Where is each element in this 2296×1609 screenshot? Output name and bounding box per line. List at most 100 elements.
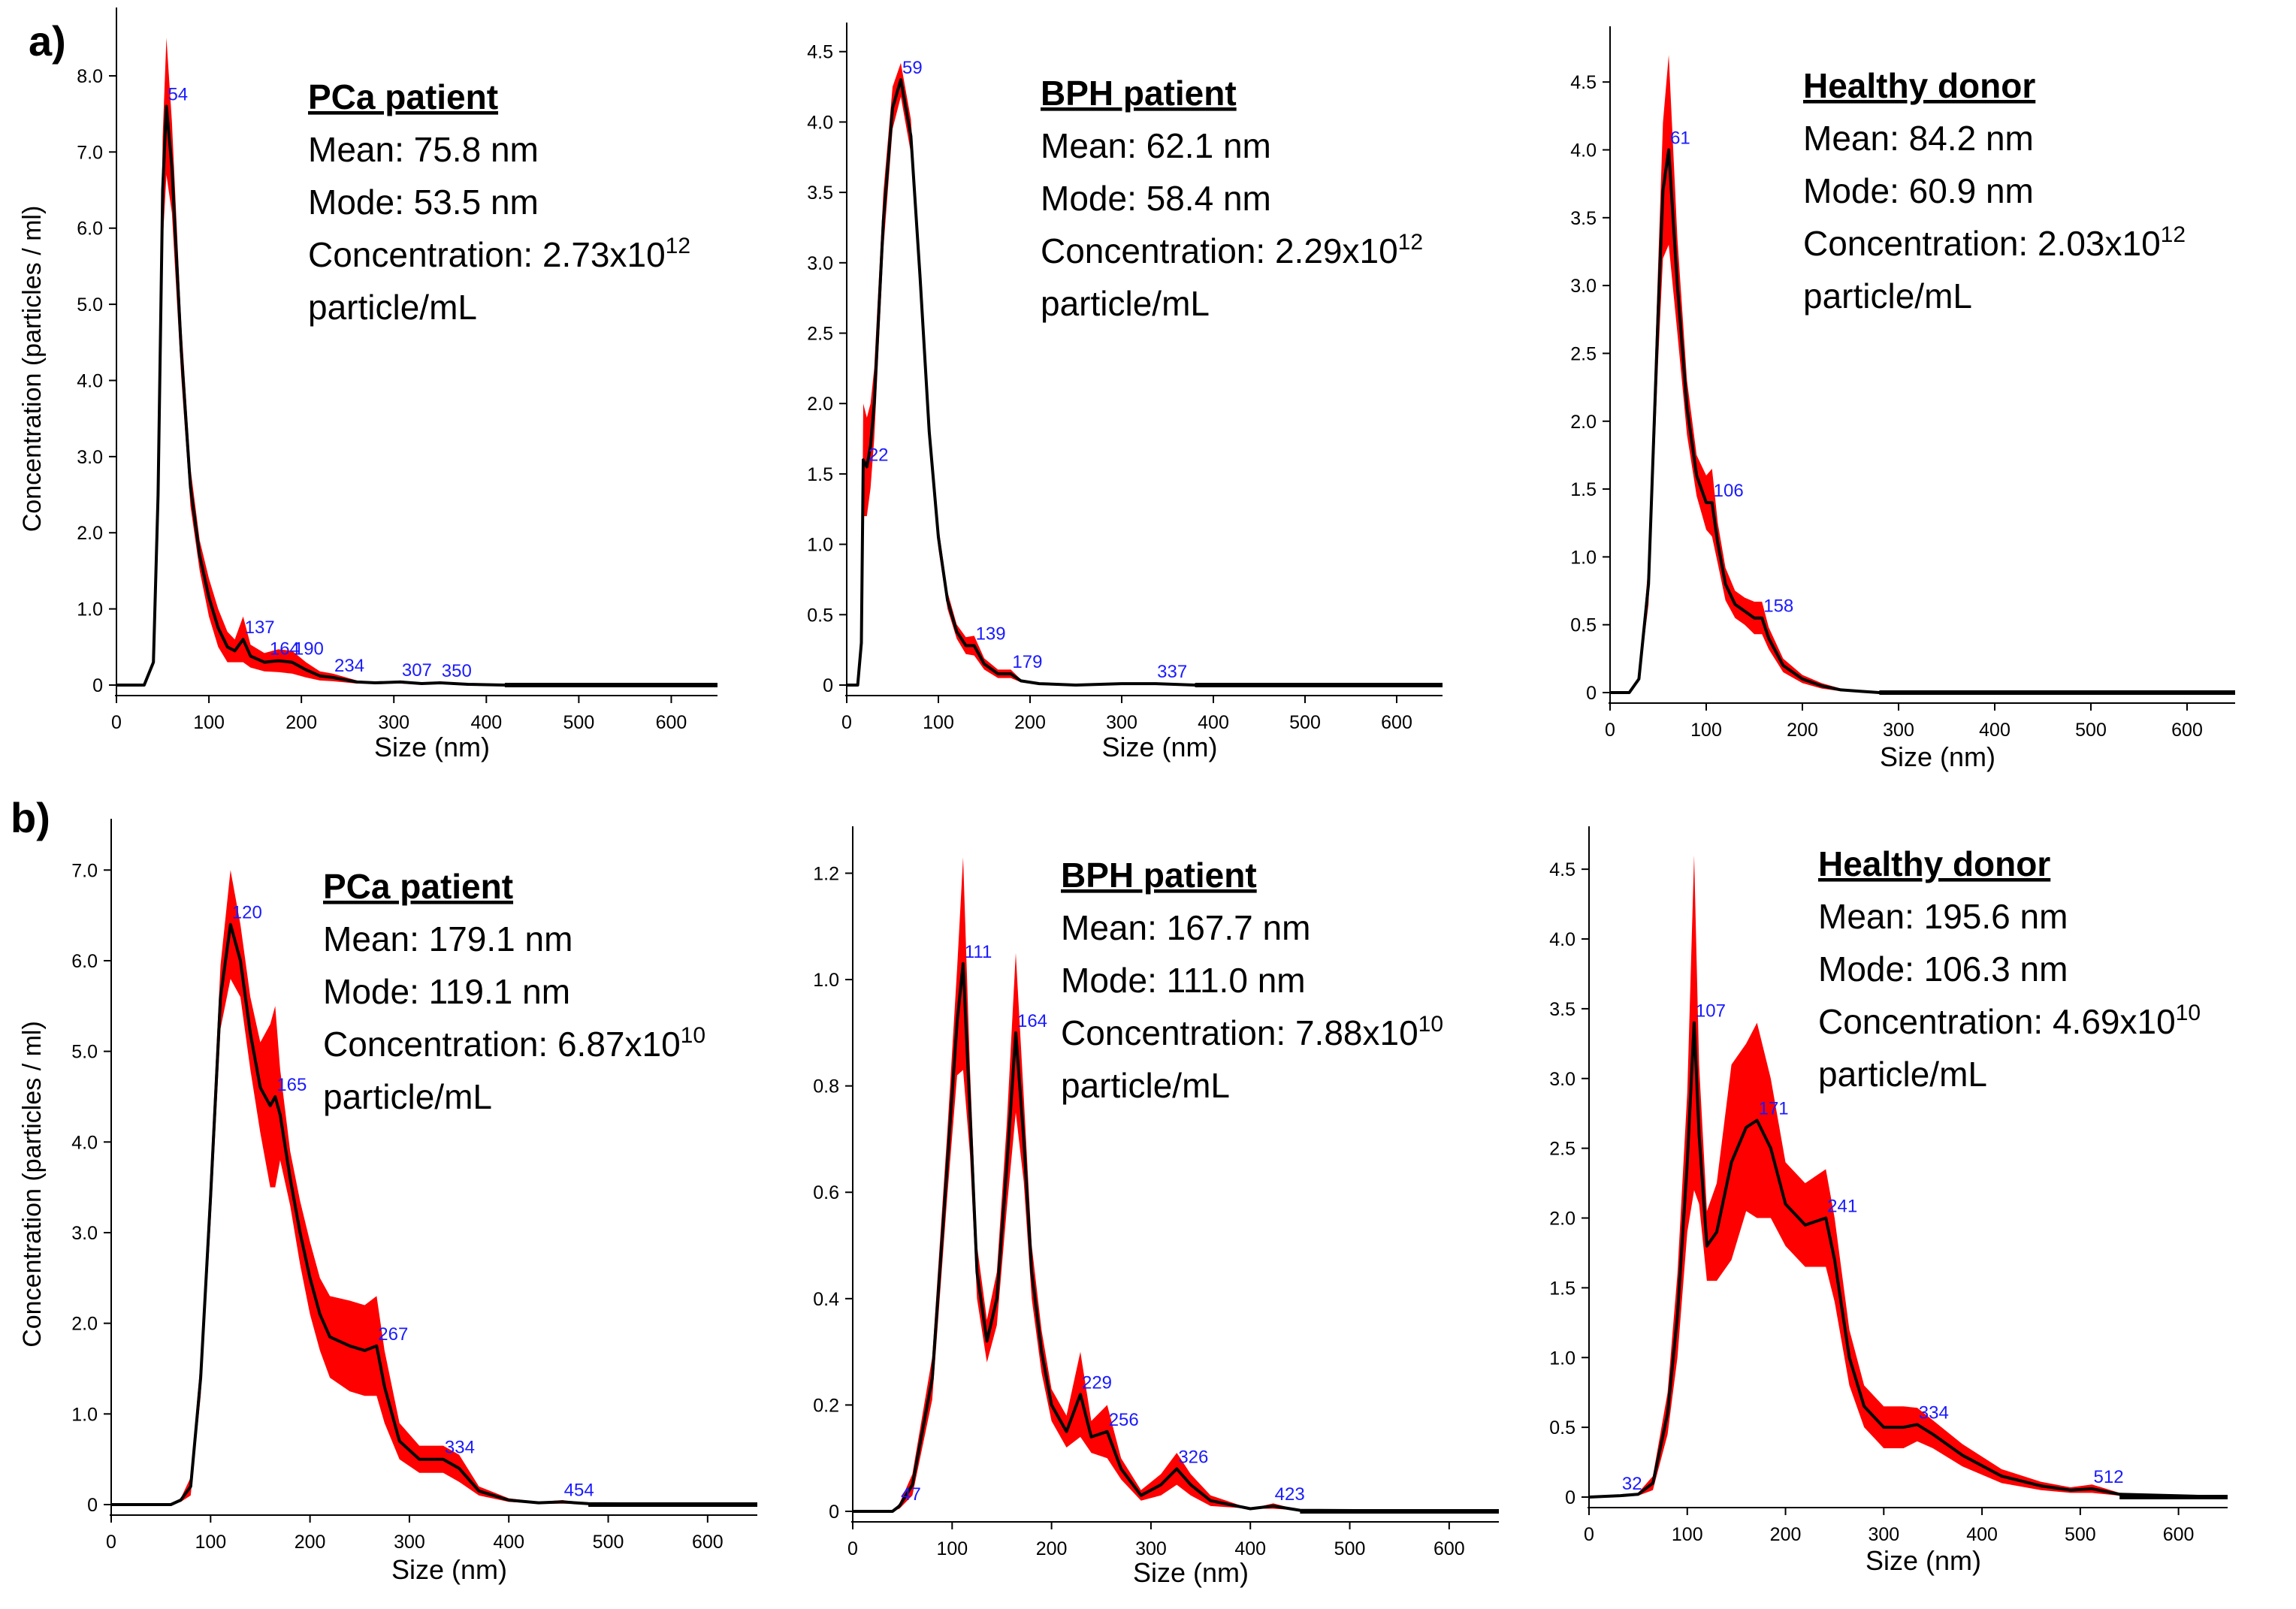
x-tick-label: 100 xyxy=(923,712,954,733)
x-axis-label: Size (nm) xyxy=(1133,1557,1249,1588)
x-tick-label: 100 xyxy=(1672,1524,1703,1545)
x-axis-label: Size (nm) xyxy=(391,1554,507,1585)
concentration-value: Concentration: 2.73x1012 xyxy=(308,234,690,274)
chart-a-1: 0 1.0 2.0 3.0 4.0 5.0 6.0 7.0 8.0 0 100 200 300 400 50… xyxy=(18,8,718,762)
peak-label: 111 xyxy=(965,942,992,962)
peak-label: 164 xyxy=(1017,1011,1047,1031)
peak-label: 337 xyxy=(1157,662,1187,682)
y-tick-label: 0 xyxy=(1586,683,1597,704)
peak-label: 107 xyxy=(1696,1001,1726,1021)
y-tick-label: 3.0 xyxy=(1570,276,1597,297)
x-tick-label: 600 xyxy=(1433,1538,1465,1559)
x-tick-label: 100 xyxy=(1690,720,1722,741)
series-line xyxy=(111,922,758,1506)
panel-label-b: b) xyxy=(11,794,50,841)
error-band xyxy=(853,857,1499,1511)
chart-a-3: 0 0.5 1.0 1.5 2.0 2.5 3.0 3.5 4.0 4.5 0 100 200 300 40… xyxy=(1570,26,2235,772)
peak-label: 47 xyxy=(901,1484,921,1505)
peak-label: 241 xyxy=(1827,1197,1857,1217)
y-tick-label: 2.0 xyxy=(1549,1209,1575,1230)
x-tick-label: 300 xyxy=(1883,720,1914,741)
mean-value: Mean: 179.1 nm xyxy=(323,919,572,958)
x-tick-label: 300 xyxy=(394,1532,425,1553)
x-tick-label: 400 xyxy=(1979,720,2011,741)
concentration-value: Concentration: 7.88x1010 xyxy=(1061,1012,1443,1052)
panel-label-a: a) xyxy=(29,17,66,65)
y-tick-label: 7.0 xyxy=(71,860,98,881)
concentration-mantissa: Concentration: 2.29x10 xyxy=(1041,231,1398,270)
series-line xyxy=(1588,1021,2228,1499)
y-tick-label: 1.5 xyxy=(807,464,833,485)
x-tick-label: 200 xyxy=(1036,1538,1068,1559)
chart-b-3: 0 0.5 1.0 1.5 2.0 2.5 3.0 3.5 4.0 4.5 0 100 200 300 40… xyxy=(1549,826,2228,1576)
concentration-mantissa: Concentration: 4.69x10 xyxy=(1818,1002,2176,1041)
y-tick-label: 4.0 xyxy=(807,112,833,133)
concentration-exponent: 12 xyxy=(666,234,690,258)
y-tick-label: 1.0 xyxy=(1570,547,1597,568)
sample-title: Healthy donor xyxy=(1803,66,2035,105)
x-tick-label: 500 xyxy=(1289,712,1321,733)
x-tick-label: 600 xyxy=(2171,720,2203,741)
y-tick-label: 0.2 xyxy=(813,1395,839,1416)
y-tick-label: 4.5 xyxy=(1570,72,1597,93)
concentration-value: Concentration: 4.69x1010 xyxy=(1818,1001,2201,1041)
peak-label: 171 xyxy=(1759,1098,1789,1118)
y-tick-label: 0 xyxy=(829,1502,839,1523)
mean-value: Mean: 75.8 nm xyxy=(308,130,539,169)
mean-value: Mean: 195.6 nm xyxy=(1818,897,2068,936)
peak-label: 165 xyxy=(276,1075,307,1095)
mean-value: Mean: 167.7 nm xyxy=(1061,908,1310,947)
y-tick-label: 1.0 xyxy=(807,535,833,556)
y-tick-label: 3.5 xyxy=(1549,999,1575,1020)
sample-title: PCa patient xyxy=(323,867,513,906)
mode-value: Mode: 60.9 nm xyxy=(1803,171,2034,210)
x-tick-label: 600 xyxy=(2163,1524,2195,1545)
y-tick-label: 0.8 xyxy=(813,1076,839,1097)
peak-label: 334 xyxy=(1919,1402,1949,1423)
mode-value: Mode: 119.1 nm xyxy=(323,972,570,1011)
x-tick-label: 600 xyxy=(656,712,687,733)
x-tick-label: 300 xyxy=(1135,1538,1167,1559)
x-tick-label: 400 xyxy=(470,712,502,733)
series-line xyxy=(853,961,1500,1513)
concentration-exponent: 12 xyxy=(2161,222,2186,247)
peak-label: 179 xyxy=(1012,652,1042,672)
x-tick-label: 200 xyxy=(295,1532,326,1553)
peak-label: 139 xyxy=(976,624,1006,645)
concentration-unit: particle/mL xyxy=(323,1077,492,1116)
x-tick-label: 500 xyxy=(593,1532,624,1553)
peak-label: 106 xyxy=(1714,481,1744,501)
y-tick-label: 4.5 xyxy=(1549,859,1575,880)
y-tick-label: 5.0 xyxy=(71,1042,98,1063)
x-tick-label: 500 xyxy=(2075,720,2107,741)
peak-label: 334 xyxy=(445,1438,475,1458)
error-band xyxy=(111,870,757,1505)
peak-label: 164 xyxy=(270,639,300,660)
peak-label: 22 xyxy=(869,445,889,466)
peak-label: 423 xyxy=(1275,1484,1305,1505)
y-tick-label: 0.5 xyxy=(807,605,833,626)
x-tick-label: 0 xyxy=(106,1532,116,1553)
peak-label: 54 xyxy=(168,85,188,105)
y-tick-label: 3.5 xyxy=(807,183,833,204)
concentration-unit: particle/mL xyxy=(1803,276,1972,315)
concentration-unit: particle/mL xyxy=(1818,1055,1987,1094)
y-tick-label: 8.0 xyxy=(77,66,103,87)
x-tick-label: 100 xyxy=(936,1538,968,1559)
y-tick-label: 2.0 xyxy=(71,1314,98,1335)
y-tick-label: 0.5 xyxy=(1549,1417,1575,1438)
series-line xyxy=(116,104,718,687)
series-line xyxy=(847,78,1443,687)
y-tick-label: 1.5 xyxy=(1549,1278,1575,1299)
sample-title: BPH patient xyxy=(1061,856,1257,895)
x-axis-label: Size (nm) xyxy=(1101,732,1217,762)
peak-label: 234 xyxy=(334,656,364,676)
mode-value: Mode: 106.3 nm xyxy=(1818,949,2068,989)
y-tick-label: 0.4 xyxy=(813,1289,839,1310)
sample-title: PCa patient xyxy=(308,77,498,116)
y-axis-label: Concentration (particles / ml) xyxy=(18,206,47,533)
chart-b-1: 0 1.0 2.0 3.0 4.0 5.0 6.0 7.0 0 100 200 300 400 500 60… xyxy=(18,819,758,1585)
x-axis-label: Size (nm) xyxy=(1866,1545,1981,1576)
y-tick-label: 5.0 xyxy=(77,294,103,315)
